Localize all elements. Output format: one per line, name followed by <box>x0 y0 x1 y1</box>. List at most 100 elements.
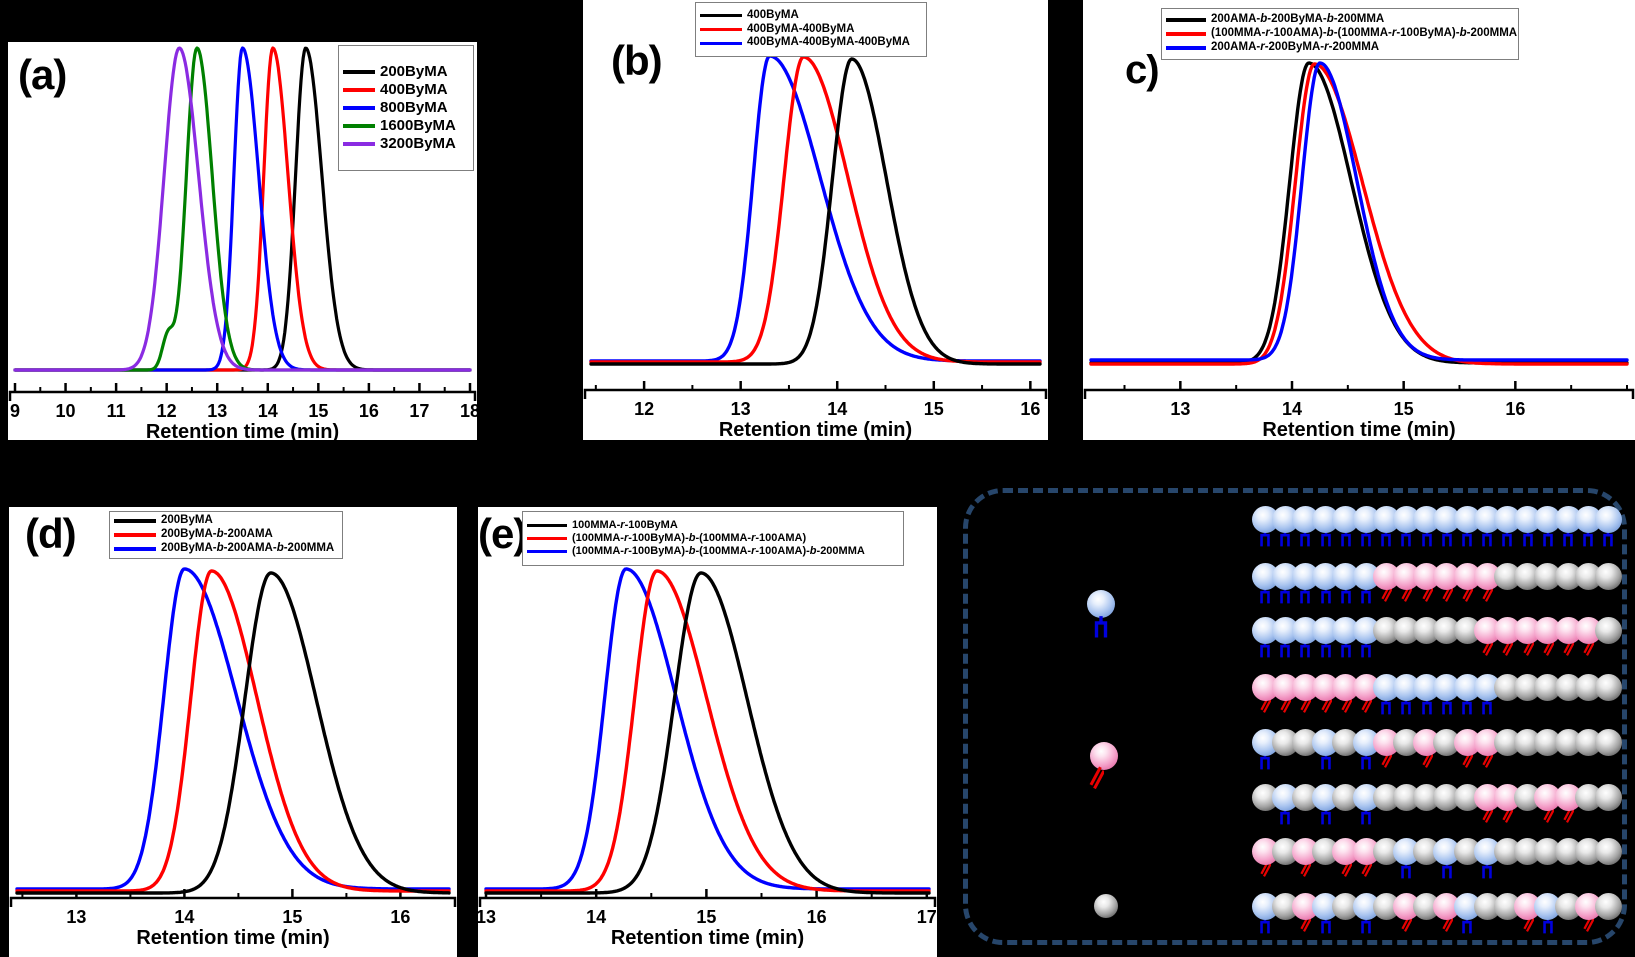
x-tick-label: 16 <box>390 907 410 927</box>
fork-tail-icon <box>1399 697 1413 722</box>
gpc-curve-200ByMA-b-200AMA-b-200MMA <box>15 567 451 891</box>
legend-entry: 1600ByMA <box>343 117 469 135</box>
legend-entry: 400ByMA <box>343 81 469 99</box>
fork-tail-icon <box>1460 916 1474 941</box>
x-tick-label: 13 <box>207 401 227 421</box>
panel-tag: (e) <box>478 510 527 557</box>
fork-tail-icon <box>1258 916 1272 941</box>
panel-e: 13 14 15 16 17 Retention time (min) (e) 100MMA-… <box>478 507 937 957</box>
x-axis: 13 14 15 16 17 Retention time (min) <box>478 889 937 949</box>
legend-entry: 400ByMA-400ByMA <box>700 23 922 37</box>
x-axis-title: Retention time (min) <box>719 419 912 440</box>
x-tick-label: 17 <box>917 907 937 927</box>
monomer-bead <box>1594 562 1622 590</box>
legend-entry: 3200ByMA <box>343 135 469 153</box>
gray-monomer-icon <box>1094 894 1118 918</box>
legend: 200AMA-b-200ByMA-b-200MMA (100MMA-r-100AM… <box>1161 8 1519 60</box>
fork-tail-icon <box>1601 529 1615 554</box>
x-tick-label: 15 <box>282 907 302 927</box>
panel-tag: (a) <box>18 51 67 98</box>
legend-line-swatch <box>114 533 156 537</box>
panel-b: 12 13 14 15 16 Retention time (min) (b) 400ByMA… <box>583 0 1048 440</box>
legend-label: 200AMA-b-200ByMA-b-200MMA <box>1211 13 1385 26</box>
legend-entry: 400ByMA <box>700 9 922 23</box>
monomer-bead <box>1594 892 1622 920</box>
legend-label: (100MMA-r-100ByMA)-b-(100MMA-r-100AMA)-b… <box>572 545 865 558</box>
fork-tail-icon <box>1339 640 1353 665</box>
fork-tail-icon <box>1480 529 1494 554</box>
fork-tail-icon <box>1440 529 1454 554</box>
legend-line-swatch <box>700 13 742 18</box>
legend-label: 200ByMA <box>161 514 213 527</box>
legend-line-swatch <box>527 536 567 541</box>
monomer-bead <box>1594 837 1622 865</box>
x-axis: 13 14 15 16 Retention time (min) <box>9 889 457 949</box>
legend-entry: 100MMA-r-100ByMA <box>527 519 899 532</box>
legend-entry: 200ByMA-b-200AMA-b-200MMA <box>114 542 338 556</box>
legend-line-swatch <box>1166 18 1206 22</box>
legend-line-swatch <box>700 27 742 32</box>
panel-a: 9 10 11 12 13 14 15 16 17 18 Retention time (min) (… <box>8 42 477 440</box>
fork-tail-icon <box>1359 529 1373 554</box>
fork-tail-icon <box>1298 640 1312 665</box>
legend-label: 800ByMA <box>380 99 448 116</box>
fork-tail-icon <box>1359 640 1373 665</box>
legend-line-swatch <box>1166 32 1206 36</box>
legend-entry: 400ByMA-400ByMA-400ByMA <box>700 36 922 50</box>
fork-tail-icon <box>1258 586 1272 611</box>
fork-tail-icon <box>1440 697 1454 722</box>
legend-line-swatch <box>114 519 156 523</box>
fork-tail-icon <box>1521 529 1535 554</box>
legend-label: 400ByMA <box>747 8 799 21</box>
monomer-bead <box>1594 673 1622 701</box>
fork-tail-icon <box>1319 807 1333 832</box>
pink-monomer-icon-tail <box>1085 766 1106 797</box>
fork-tail-icon <box>1460 697 1474 722</box>
fork-tail-icon <box>1298 586 1312 611</box>
panel-tag: c) <box>1125 48 1160 92</box>
x-axis: 13 14 15 16 Retention time (min) <box>1083 381 1635 440</box>
fork-tail-icon <box>1319 640 1333 665</box>
legend-label: 200ByMA-b-200AMA-b-200MMA <box>161 541 335 554</box>
x-tick-label: 14 <box>174 907 194 927</box>
x-tick-label: 14 <box>586 907 606 927</box>
legend-label: 200ByMA-b-200AMA <box>161 528 273 541</box>
fork-tail-icon <box>1440 861 1454 886</box>
x-tick-label: 16 <box>1020 399 1040 419</box>
x-tick-label: 13 <box>731 399 751 419</box>
legend-line-swatch <box>343 70 375 74</box>
gpc-curve-(100MMA-r-100ByMA)-b-(100MMA-r-100AMA) <box>484 569 931 893</box>
x-tick-label: 15 <box>696 907 716 927</box>
x-tick-label: 10 <box>56 401 76 421</box>
legend-entry: (100MMA-r-100ByMA)-b-(100MMA-r-100AMA)-b… <box>527 545 899 558</box>
fork-tail-icon <box>1258 529 1272 554</box>
legend-label: (100MMA-r-100AMA)-b-(100MMA-r-100ByMA)-b… <box>1211 27 1518 40</box>
x-axis-title: Retention time (min) <box>146 421 339 440</box>
gpc-curve-(100MMA-r-100ByMA)-b-(100MMA-r-100AMA)-b-200MMA <box>484 567 931 891</box>
legend-label: (100MMA-r-100ByMA)-b-(100MMA-r-100AMA) <box>572 531 807 544</box>
legend-entry: (100MMA-r-100ByMA)-b-(100MMA-r-100AMA) <box>527 532 899 545</box>
fork-tail-icon <box>1359 807 1373 832</box>
legend-entry: 200ByMA <box>114 514 338 528</box>
gpc-curve-200AMA-r-200ByMA-r-200MMA <box>1089 61 1629 362</box>
legend-entry: (100MMA-r-100AMA)-b-(100MMA-r-100ByMA)-b… <box>1166 27 1518 41</box>
x-axis: 9 10 11 12 13 14 15 16 17 18 Retention time (min) <box>8 383 477 440</box>
fork-tail-icon <box>1319 529 1333 554</box>
panel-tag: (b) <box>611 37 663 84</box>
gpc-curve-(100MMA-r-100AMA)-b-(100MMA-r-100ByMA)-b-200MMA <box>1089 62 1629 366</box>
monomer-bead <box>1594 505 1622 533</box>
x-tick-label: 16 <box>1505 399 1525 419</box>
x-tick-label: 16 <box>807 907 827 927</box>
fork-tail-icon <box>1319 916 1333 941</box>
panel-d: 13 14 15 16 Retention time (min) (d) 200ByMA 20… <box>9 507 457 957</box>
x-axis: 12 13 14 15 16 Retention time (min) <box>583 381 1048 440</box>
legend: 200ByMA 400ByMA 800ByMA 1600ByMA 3200ByMA <box>338 45 474 171</box>
x-tick-label: 15 <box>924 399 944 419</box>
legend: 200ByMA 200ByMA-b-200AMA 200ByMA-b-200AMA-… <box>109 511 343 559</box>
legend-line-swatch <box>343 88 375 92</box>
legend-line-swatch <box>527 549 567 554</box>
x-tick-label: 14 <box>1282 399 1302 419</box>
x-tick-label: 13 <box>478 907 496 927</box>
pink-monomer-icon <box>1090 742 1118 770</box>
